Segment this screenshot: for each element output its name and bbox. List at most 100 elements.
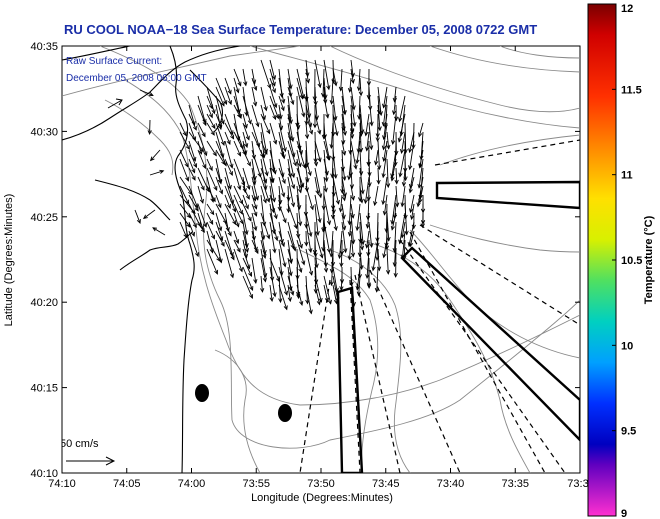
- current-vector: [269, 284, 274, 303]
- current-vector: [296, 86, 306, 118]
- current-vector: [224, 185, 237, 213]
- current-vector: [260, 185, 267, 204]
- current-vector: [314, 203, 320, 236]
- current-vector: [179, 131, 190, 150]
- current-vector: [149, 149, 161, 162]
- current-vector: [296, 257, 303, 274]
- current-vector: [348, 131, 353, 155]
- current-vector: [197, 122, 206, 138]
- current-vector: [242, 212, 249, 236]
- current-vector: [350, 185, 356, 201]
- current-vector: [206, 86, 216, 115]
- current-vector: [341, 185, 347, 202]
- y-tick-label: 40:20: [30, 297, 58, 309]
- current-vector: [382, 194, 388, 216]
- current-vector: [408, 140, 415, 171]
- current-vector: [341, 95, 347, 116]
- current-vector: [251, 203, 258, 217]
- current-vector: [304, 122, 310, 140]
- current-vector: [305, 248, 314, 276]
- current-vector: [359, 185, 364, 204]
- current-vector: [269, 59, 277, 81]
- current-vector: [296, 176, 303, 194]
- current-vector: [242, 131, 249, 149]
- current-vector: [305, 68, 311, 84]
- current-vector: [215, 239, 223, 264]
- current-vector: [224, 239, 235, 261]
- current-vector: [376, 167, 381, 185]
- current-vector: [392, 95, 397, 116]
- current-vector: [251, 77, 258, 91]
- current-vector: [215, 95, 225, 125]
- current-vector: [359, 167, 365, 195]
- current-vector: [416, 176, 424, 208]
- current-vector: [242, 275, 254, 300]
- current-vector: [287, 203, 298, 230]
- current-vector: [287, 140, 297, 167]
- current-vector: [323, 95, 330, 119]
- x-tick-label: 73:55: [242, 478, 270, 490]
- current-vector: [366, 149, 371, 167]
- current-vector: [356, 275, 362, 297]
- current-vector: [365, 248, 370, 280]
- current-vector: [260, 194, 267, 227]
- current-vector: [242, 122, 250, 141]
- y-tick-label: 40:10: [30, 468, 58, 480]
- current-vector: [338, 194, 343, 213]
- small-arrow: [107, 98, 123, 109]
- current-vector: [341, 221, 348, 254]
- current-vector: [242, 149, 251, 167]
- current-vector: [278, 284, 288, 311]
- colorbar-tick-label: 9.5: [621, 426, 636, 438]
- current-vector: [197, 131, 208, 157]
- current-vector: [260, 167, 268, 184]
- current-vector: [188, 140, 197, 162]
- current-vector: [357, 239, 362, 258]
- current-vector: [287, 167, 296, 190]
- current-vector: [368, 122, 374, 151]
- current-vector: [139, 89, 154, 97]
- current-vector: [233, 167, 242, 191]
- current-vector: [206, 248, 219, 275]
- current-vector: [305, 158, 312, 177]
- current-vector: [394, 167, 399, 185]
- current-vector: [374, 149, 379, 166]
- current-vector: [418, 122, 424, 138]
- radar-dashed-lines: [299, 139, 580, 473]
- x-tick-label: 74:05: [113, 478, 141, 490]
- current-vector: [224, 113, 234, 136]
- current-vector: [356, 68, 362, 92]
- colorbar-tick-label: 10.5: [621, 255, 642, 267]
- current-vector: [373, 185, 379, 207]
- current-vector: [382, 86, 388, 109]
- current-vector: [323, 221, 332, 254]
- current-vector: [312, 104, 318, 129]
- current-vector: [287, 284, 292, 303]
- current-vector: [224, 86, 232, 106]
- current-vector: [179, 185, 190, 205]
- current-vector: [269, 221, 277, 254]
- current-vector: [278, 167, 286, 185]
- current-vector: [278, 239, 287, 268]
- current-vector: [323, 140, 330, 161]
- current-vector: [233, 239, 241, 253]
- current-vector: [305, 113, 314, 135]
- current-vector: [197, 104, 207, 127]
- current-vector: [358, 149, 364, 177]
- current-vector: [215, 149, 226, 166]
- current-vector: [377, 104, 382, 132]
- current-vector: [206, 185, 216, 203]
- current-vector: [314, 113, 322, 135]
- current-vector: [197, 140, 203, 155]
- current-vector: [188, 230, 199, 258]
- radar-sector-polygons: [336, 180, 580, 473]
- current-vector: [242, 68, 248, 87]
- current-vector: [251, 239, 259, 255]
- current-vector: [287, 149, 296, 179]
- current-vector: [206, 104, 213, 119]
- current-vector: [206, 113, 216, 130]
- current-vector: [332, 113, 339, 137]
- current-vector: [224, 158, 233, 177]
- current-vector: [215, 113, 222, 128]
